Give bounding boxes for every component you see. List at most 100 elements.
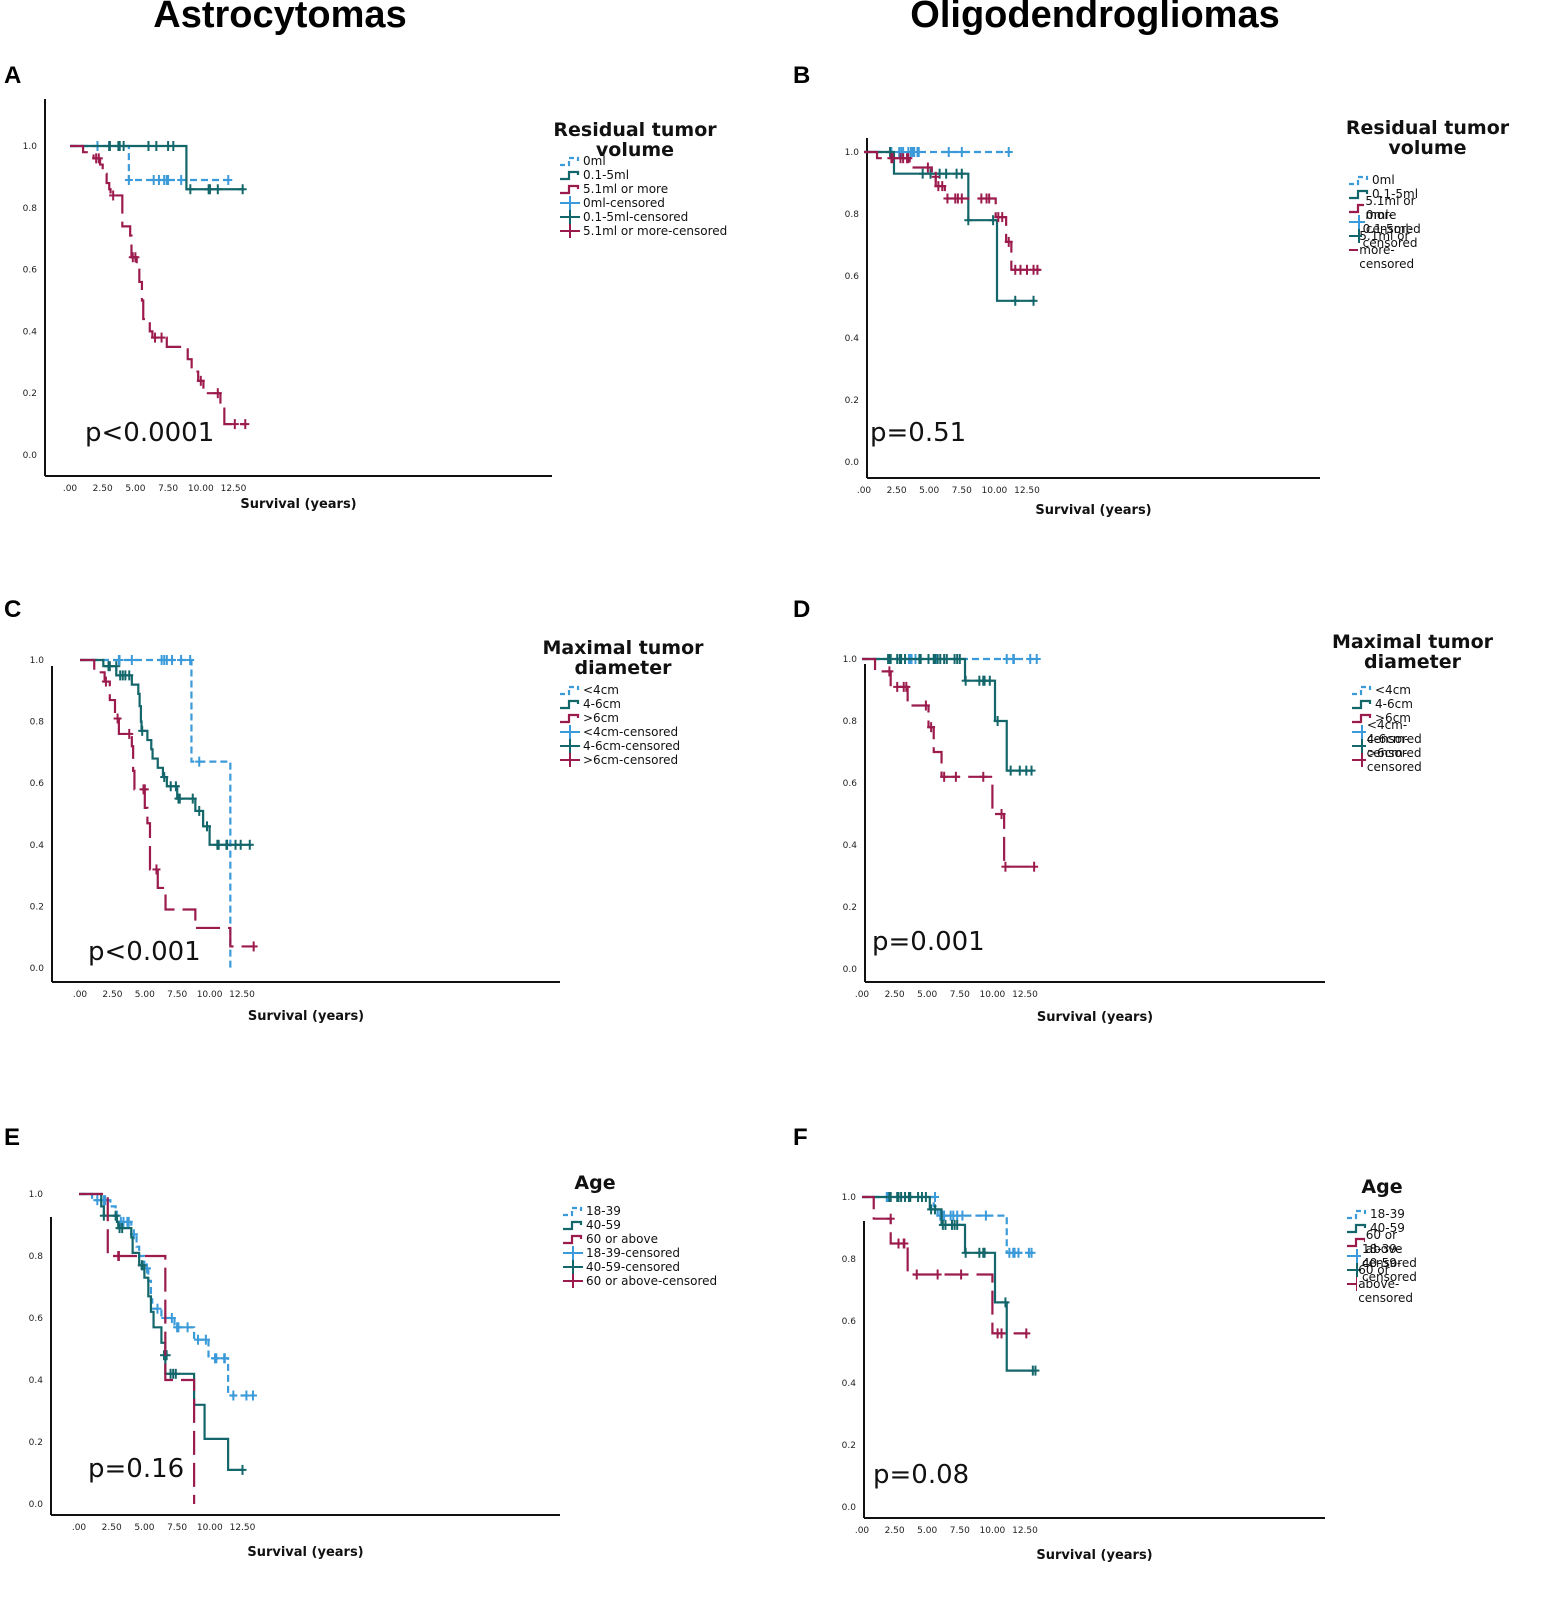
legend-item: <4cm	[558, 683, 680, 697]
legend-items: 18-39 40-59 60 or above 18-39-censored 40-59…	[561, 1204, 717, 1288]
censor-plus-icon	[1352, 725, 1366, 739]
legend-item: 4-6cm-censored	[1350, 732, 1430, 760]
y-tick-label: 0.8	[845, 210, 860, 220]
x-axis-title: Survival (years)	[1035, 503, 1151, 518]
legend-title: Residual tumor volume	[553, 119, 717, 161]
x-tick-label: 2.50	[885, 990, 905, 1000]
legend-item: 40-59-censored	[1345, 1256, 1425, 1284]
y-tick-label: 0.2	[30, 902, 44, 912]
legend-item: 18-39-censored	[561, 1246, 717, 1260]
legend-label: 5.1ml or more	[583, 182, 669, 196]
x-tick-label: 12.50	[230, 1523, 256, 1533]
y-tick-label: 0.2	[843, 903, 857, 913]
survival-curve-4-6cm	[862, 657, 1033, 772]
x-tick-label: .00	[73, 990, 88, 1000]
x-tick-label: 5.00	[917, 990, 937, 1000]
legend-label: 18-39-censored	[1362, 1242, 1417, 1270]
y-tick-label: 0.2	[29, 1438, 43, 1448]
step-line-icon	[1352, 713, 1372, 724]
legend-items: 18-39 40-59 60 or above 18-39-censored 40-59…	[1345, 1207, 1425, 1305]
x-tick-label: 12.50	[221, 484, 247, 494]
legend-label: 0ml	[583, 154, 606, 168]
x-axis-title: Survival (years)	[1037, 1010, 1153, 1025]
legend-label: 18-39	[1370, 1207, 1405, 1221]
legend-item: 40-59-censored	[561, 1260, 717, 1274]
x-tick-label: 7.50	[167, 1523, 187, 1533]
legend-label: <4cm	[1375, 683, 1411, 697]
x-tick-label: .00	[72, 1523, 87, 1533]
legend-label: 40-59	[586, 1218, 621, 1232]
legend-label: 0.1-5ml-censored	[1362, 222, 1418, 250]
legend-item: >6cm-censored	[1350, 746, 1430, 774]
legend-item: 0ml	[558, 154, 727, 168]
legend-label: <4cm	[583, 683, 619, 697]
legend-label: 60 or above-censored	[586, 1274, 718, 1288]
censor-plus-icon	[560, 210, 580, 224]
legend-item: 4-6cm	[1350, 697, 1430, 711]
survival-curve-40-59	[862, 1195, 1037, 1372]
legend-items: <4cm 4-6cm >6cm <4cm-censored 4-6cm-censored…	[558, 683, 680, 767]
legend-item: 0.1-5ml	[558, 168, 727, 182]
legend-title: Maximal tumor diameter	[1331, 631, 1494, 673]
x-tick-label: 7.50	[950, 1526, 970, 1536]
legend-items: 0ml 0.1-5ml 5.1ml or more 0ml-censored 0.1-5…	[558, 154, 727, 238]
legend-label: >6cm-censored	[1366, 746, 1422, 774]
y-tick-label: 0.0	[843, 965, 858, 975]
legend-item: 18-39	[1345, 1207, 1425, 1221]
legend-item: 0ml-censored	[1347, 208, 1427, 236]
censor-plus-icon	[1347, 1249, 1362, 1263]
y-tick-label: 0.6	[842, 1317, 857, 1327]
y-tick-label: 0.8	[29, 1252, 44, 1262]
legend-label: 0.1-5ml	[583, 168, 630, 182]
p-value-annotation: p<0.0001	[85, 418, 214, 448]
legend: Maximal tumor diameter	[533, 638, 713, 678]
y-tick-label: 0.6	[23, 266, 38, 276]
panel-letter: B	[793, 62, 811, 89]
censor-plus-icon	[560, 196, 580, 210]
x-tick-label: 7.50	[158, 484, 178, 494]
legend-item: 0ml	[1347, 173, 1427, 187]
y-tick-label: 0.4	[842, 1379, 857, 1389]
y-tick-label: 0.0	[842, 1503, 857, 1513]
x-tick-label: 10.00	[982, 486, 1008, 496]
y-tick-label: 1.0	[843, 655, 858, 665]
legend-item: 60 or above	[1345, 1228, 1425, 1256]
survival-curve-4-6cm	[80, 658, 252, 846]
y-tick-label: 1.0	[845, 148, 860, 158]
y-tick-label: 0.8	[23, 204, 38, 214]
y-tick-label: 0.0	[29, 1500, 44, 1510]
censor-plus-icon	[560, 739, 580, 753]
legend: Age	[560, 1173, 630, 1193]
panel-f: 0.0 0.2 0.4 0.6 0.8 1.0 .00 2.50 5.00 7.50 10.00 12…	[0, 0, 1417, 1563]
legend-label: 40-59	[1370, 1221, 1405, 1235]
panel-letter: E	[4, 1124, 21, 1151]
step-line-icon	[1347, 1223, 1367, 1234]
x-tick-label: 7.50	[950, 990, 970, 1000]
legend-label: <4cm-censored	[583, 725, 679, 739]
legend: Age	[1352, 1177, 1412, 1197]
y-tick-label: 0.0	[30, 964, 45, 974]
y-tick-label: 0.4	[23, 327, 38, 337]
y-tick-label: 1.0	[30, 656, 45, 666]
x-axis-title: Survival (years)	[247, 1545, 363, 1560]
censor-plus-icon	[563, 1246, 583, 1260]
step-line-icon	[1349, 189, 1369, 200]
censor-plus-icon	[563, 1260, 583, 1274]
legend-label: 4-6cm	[583, 697, 621, 711]
survival-curve-18-39	[862, 1195, 1037, 1254]
p-value-annotation: p<0.001	[88, 937, 201, 967]
legend-item: 40-59	[1345, 1221, 1425, 1235]
x-tick-label: 5.00	[134, 1523, 154, 1533]
legend-title: Age	[1361, 1176, 1403, 1198]
step-line-icon	[1352, 685, 1372, 696]
column-title-oligodendrogliomas: Oligodendrogliomas	[910, 0, 1280, 36]
p-value-annotation: p=0.08	[873, 1460, 969, 1490]
legend-item: 0.1-5ml-censored	[558, 210, 727, 224]
legend-item: >6cm	[558, 711, 680, 725]
y-tick-label: 0.4	[845, 334, 860, 344]
legend-title: Age	[574, 1172, 616, 1194]
panel-a: 0.0 0.2 0.4 0.6 0.8 1.0 .00 2.50 5.00 7.50 10.00 12…	[0, 0, 781, 530]
column-title-astrocytomas: Astrocytomas	[153, 0, 407, 36]
